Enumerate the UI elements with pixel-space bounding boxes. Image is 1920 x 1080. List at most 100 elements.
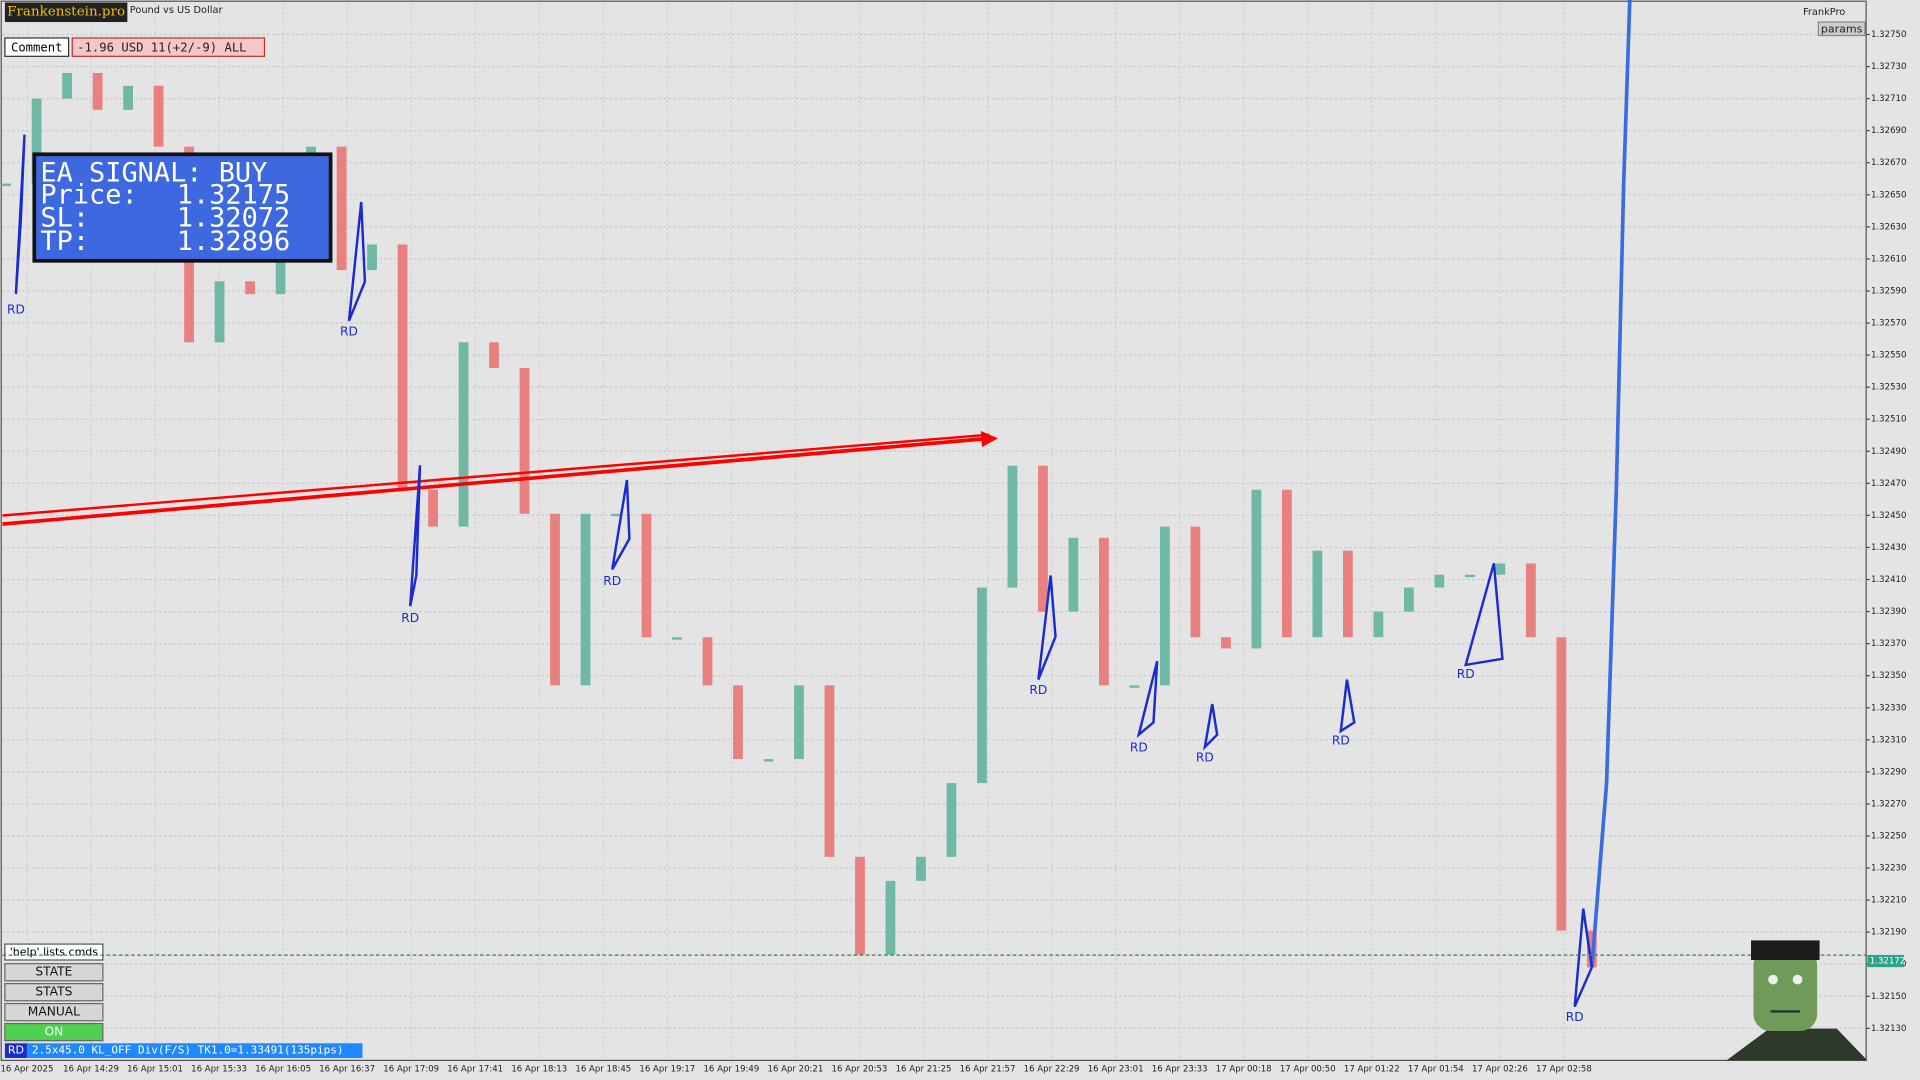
params-button[interactable] bbox=[1817, 21, 1866, 37]
candle bbox=[977, 587, 987, 784]
panel-button[interactable] bbox=[4, 1002, 104, 1022]
rd-marker: RD bbox=[1130, 741, 1148, 755]
x-tick-label: 17 Apr 01:54 bbox=[1408, 1064, 1464, 1074]
trend-arrow bbox=[2, 436, 990, 526]
candle bbox=[1464, 574, 1475, 578]
x-tick-label: 16 Apr 23:33 bbox=[1152, 1064, 1208, 1074]
comment-label-box bbox=[4, 37, 70, 57]
candle bbox=[672, 637, 682, 640]
candle bbox=[1495, 563, 1506, 575]
candle bbox=[214, 281, 225, 343]
candle bbox=[641, 513, 652, 638]
x-tick-label: 16 Apr 18:13 bbox=[511, 1064, 567, 1074]
frankpro: FrankPro bbox=[1803, 7, 1845, 18]
signal-value: 1.32072 bbox=[177, 203, 290, 234]
panel-button[interactable] bbox=[4, 983, 104, 1002]
candle bbox=[580, 513, 591, 686]
x-tick-label: 16 Apr 15:01 bbox=[127, 1064, 183, 1074]
x-tick-label: 17 Apr 02:26 bbox=[1472, 1064, 1528, 1074]
x-tick-label: 16 Apr 20:53 bbox=[832, 1064, 888, 1074]
rd-marker: RD bbox=[603, 574, 621, 588]
rd-marker: RD bbox=[1029, 683, 1047, 697]
panel-button-label[interactable]: MANUAL bbox=[28, 1005, 80, 1019]
candle bbox=[794, 685, 804, 760]
candle bbox=[946, 783, 957, 857]
x-tick-label: 16 Apr 19:49 bbox=[703, 1064, 759, 1074]
candle bbox=[824, 685, 835, 857]
candle bbox=[611, 513, 621, 517]
signal-value: 1.32175 bbox=[177, 179, 290, 210]
x-tick-label: 16 Apr 2025 bbox=[0, 1064, 53, 1074]
candle bbox=[702, 637, 713, 686]
x-tick-label: 16 Apr 20:21 bbox=[768, 1064, 824, 1074]
candle bbox=[519, 367, 530, 514]
help-box bbox=[4, 943, 104, 961]
y-tick-label: 1.32590 bbox=[1871, 286, 1906, 296]
candle bbox=[1, 183, 12, 187]
candle bbox=[763, 759, 774, 762]
candle bbox=[367, 244, 377, 271]
rd-marker: RD bbox=[1457, 667, 1475, 681]
rd-marker: RD bbox=[1566, 1010, 1584, 1024]
candle bbox=[1403, 587, 1414, 612]
signal-box bbox=[32, 152, 333, 263]
candle bbox=[1221, 637, 1231, 649]
panel-button[interactable] bbox=[4, 963, 104, 982]
x-tick-label: 17 Apr 02:58 bbox=[1536, 1064, 1592, 1074]
params-label[interactable]: params bbox=[1821, 22, 1863, 35]
rd-marker: RD bbox=[1332, 733, 1350, 747]
chart-frame bbox=[0, 0, 1867, 1062]
x-tick-label: 16 Apr 22:29 bbox=[1024, 1064, 1080, 1074]
y-tick-label: 1.32230 bbox=[1871, 864, 1906, 874]
y-tick-label: 1.32370 bbox=[1871, 639, 1906, 649]
rd-marker: RD bbox=[340, 324, 358, 338]
y-tick-label: 1.32710 bbox=[1871, 94, 1906, 104]
y-tick-label: 1.32450 bbox=[1871, 511, 1906, 521]
panel-button-label[interactable]: STATE bbox=[35, 965, 72, 979]
projection-line bbox=[1590, 0, 1632, 968]
panel-button-label[interactable]: STATS bbox=[35, 985, 72, 999]
panel-button-label[interactable]: ON bbox=[44, 1025, 63, 1039]
candle bbox=[1190, 526, 1201, 638]
y-tick-label: 1.32750 bbox=[1871, 30, 1906, 40]
y-tick-label: 1.32130 bbox=[1871, 1024, 1906, 1034]
y-tick-label: 1.32290 bbox=[1871, 767, 1906, 777]
y-tick-label: 1.32410 bbox=[1871, 575, 1906, 585]
candle bbox=[458, 342, 469, 527]
y-tick-label: 1.32490 bbox=[1871, 447, 1906, 457]
brand-box bbox=[4, 2, 128, 23]
candle bbox=[1434, 574, 1445, 588]
y-tick-label: 1.32470 bbox=[1871, 479, 1906, 489]
mascot bbox=[1726, 940, 1868, 1061]
y-tick-label: 1.32350 bbox=[1871, 671, 1906, 681]
x-tick-label: 16 Apr 23:01 bbox=[1088, 1064, 1144, 1074]
candle bbox=[1068, 537, 1079, 612]
rd-marker: RD bbox=[7, 302, 25, 316]
comment-value: -1.96 USD 11(+2/-9) ALL bbox=[77, 40, 246, 54]
y-tick-label: 1.32270 bbox=[1871, 799, 1906, 809]
candle bbox=[1312, 550, 1323, 638]
candle bbox=[92, 72, 103, 110]
signal-title: EA SIGNAL: BUY bbox=[40, 157, 267, 188]
panel-button[interactable] bbox=[4, 1022, 104, 1042]
y-tick-label: 1.32430 bbox=[1871, 543, 1906, 553]
x-tick-label: 16 Apr 18:45 bbox=[575, 1064, 631, 1074]
y-tick-label: 1.32190 bbox=[1871, 928, 1906, 938]
x-tick-label: 16 Apr 21:57 bbox=[960, 1064, 1016, 1074]
y-tick-label: 1.32530 bbox=[1871, 383, 1906, 393]
candle bbox=[489, 342, 499, 368]
signal-key: SL: bbox=[40, 203, 89, 234]
x-tick-label: 16 Apr 16:05 bbox=[255, 1064, 311, 1074]
candle bbox=[397, 244, 408, 490]
x-tick-label: 16 Apr 16:37 bbox=[319, 1064, 375, 1074]
signal-key: TP: bbox=[40, 226, 89, 257]
x-tick-label: 16 Apr 15:33 bbox=[191, 1064, 247, 1074]
candle bbox=[1281, 489, 1292, 638]
y-tick-label: 1.32310 bbox=[1871, 735, 1906, 745]
x-tick-label: 16 Apr 19:17 bbox=[639, 1064, 695, 1074]
y-tick-label: 1.32510 bbox=[1871, 415, 1906, 425]
status-tag: RD bbox=[8, 1044, 24, 1057]
signal-key: Price: bbox=[40, 179, 137, 210]
